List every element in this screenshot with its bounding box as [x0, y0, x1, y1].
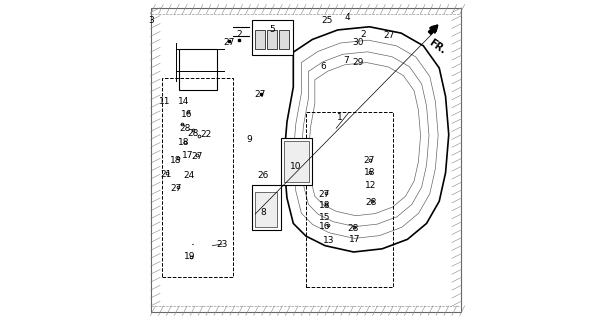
Text: 14: 14	[178, 97, 190, 106]
Text: 7: 7	[343, 56, 349, 65]
Polygon shape	[284, 141, 309, 182]
Text: 26: 26	[258, 172, 269, 180]
Text: 28: 28	[180, 124, 191, 133]
Text: 30: 30	[353, 38, 364, 47]
Polygon shape	[267, 30, 277, 49]
Polygon shape	[279, 30, 289, 49]
Text: 19: 19	[184, 252, 195, 261]
Polygon shape	[252, 20, 293, 55]
FancyArrow shape	[428, 25, 438, 35]
Text: 4: 4	[345, 13, 350, 22]
Text: 16: 16	[181, 109, 193, 118]
Text: 27: 27	[364, 156, 375, 165]
Text: 28: 28	[188, 129, 199, 138]
Text: 6: 6	[321, 62, 326, 71]
Polygon shape	[255, 30, 265, 49]
Text: 28: 28	[347, 224, 358, 233]
Text: 29: 29	[353, 58, 364, 67]
Text: 24: 24	[183, 172, 194, 180]
Text: 11: 11	[159, 97, 171, 106]
Text: 13: 13	[323, 236, 334, 245]
Text: 3: 3	[149, 16, 154, 25]
Text: 27: 27	[384, 31, 395, 40]
Text: 27: 27	[319, 190, 330, 199]
Text: 23: 23	[216, 240, 228, 249]
Text: 27: 27	[191, 152, 202, 161]
Text: 9: 9	[246, 135, 252, 144]
Text: 18: 18	[364, 168, 375, 177]
Text: 18: 18	[178, 138, 190, 147]
Text: 25: 25	[321, 16, 332, 25]
Text: 2: 2	[360, 30, 366, 39]
Text: 16: 16	[319, 222, 330, 231]
Text: 2: 2	[237, 30, 242, 39]
Text: 17: 17	[349, 235, 361, 244]
Polygon shape	[255, 192, 277, 227]
Text: 18: 18	[319, 202, 330, 211]
Text: 27: 27	[170, 184, 182, 193]
Text: 12: 12	[365, 181, 377, 190]
Text: 27: 27	[255, 91, 266, 100]
Text: 1: 1	[337, 113, 343, 122]
Text: FR.: FR.	[427, 37, 447, 56]
Text: 18: 18	[170, 156, 182, 164]
Text: 15: 15	[319, 212, 330, 222]
Text: 27: 27	[223, 38, 235, 47]
Text: 8: 8	[260, 208, 266, 217]
Text: 10: 10	[290, 162, 302, 171]
Polygon shape	[252, 185, 281, 230]
Text: 22: 22	[201, 130, 212, 139]
Text: 21: 21	[160, 170, 171, 179]
Text: 28: 28	[365, 198, 377, 207]
Polygon shape	[281, 138, 312, 185]
Text: 17: 17	[182, 151, 194, 160]
Text: 5: 5	[269, 25, 275, 35]
